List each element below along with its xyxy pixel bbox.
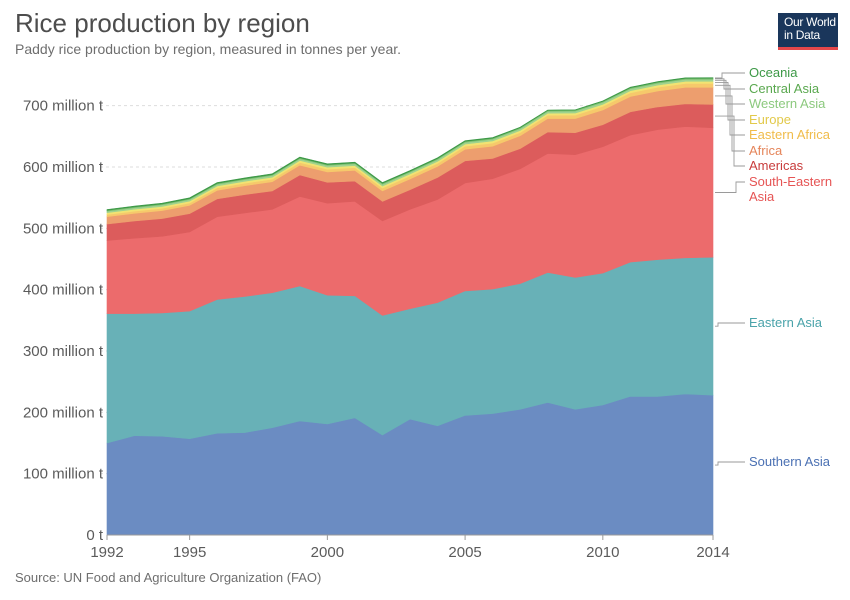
source-note: Source: UN Food and Agriculture Organiza… [15,570,322,585]
leader-line [715,81,745,121]
legend-label: Eastern Africa [749,127,831,142]
y-tick-label: 500 million t [23,220,104,237]
y-tick-label: 100 million t [23,466,104,483]
legend-label: Americas [749,158,804,173]
legend-label: Africa [749,143,783,158]
logo-accent-bar [778,47,838,50]
leader-line [715,181,745,193]
legend-label: Eastern Asia [749,315,823,330]
y-tick-label: 0 t [86,527,104,544]
x-axis-ticks: 1992 1995 2000 2005 2010 2014 [90,535,730,561]
legend-label: Asia [749,189,775,204]
y-tick-label: 600 million t [23,159,104,176]
legend-label: Western Asia [749,96,826,111]
x-tick-label: 2000 [311,544,344,561]
logo-line-2: in Data [784,28,820,42]
owid-logo[interactable]: Our World in Data [778,13,838,50]
x-tick-label: 2005 [448,544,481,561]
leader-line [715,95,745,152]
area-layers [106,77,714,536]
leader-line [715,72,745,79]
area-oceania [106,77,714,211]
legend-label: Southern Asia [749,454,831,469]
legend-label: Central Asia [749,81,820,96]
chart-title: Rice production by region [15,8,310,38]
x-tick-label: 1995 [173,544,206,561]
logo-line-1: Our World [784,15,836,29]
leader-line [715,84,745,136]
legend-label: Europe [749,112,791,127]
leader-line [715,78,745,90]
chart-subtitle: Paddy rice production by region, measure… [15,41,402,57]
y-tick-label: 400 million t [23,282,104,299]
y-tick-label: 200 million t [23,404,104,421]
leader-line [715,115,745,167]
legend-label: Oceania [749,65,798,80]
legend-label: South-Eastern [749,174,832,189]
leader-line [715,79,745,105]
x-tick-label: 1992 [90,544,123,561]
x-tick-label: 2010 [586,544,619,561]
x-tick-label: 2014 [696,544,729,561]
y-tick-label: 700 million t [23,98,104,115]
y-axis-ticks: 0 t 100 million t 200 million t 300 million… [23,98,104,544]
leader-line [715,322,745,327]
y-tick-label: 300 million t [23,343,104,360]
leader-line [715,461,745,466]
